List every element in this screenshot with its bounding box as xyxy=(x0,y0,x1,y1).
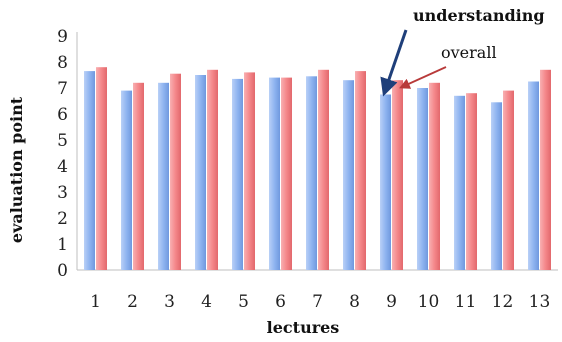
annotation-overall-arrow xyxy=(399,66,447,89)
x-tick-label: 2 xyxy=(127,292,138,312)
y-tick-label: 1 xyxy=(57,235,68,255)
bar-overall-8 xyxy=(355,71,366,270)
x-tick-label: 9 xyxy=(386,292,397,312)
x-tick-label: 12 xyxy=(492,292,514,312)
y-axis-title: evaluation point xyxy=(7,96,26,243)
annotation-understanding: understanding xyxy=(413,6,545,25)
y-axis-ticks: 0 1 2 3 4 5 6 7 8 9 xyxy=(57,27,68,281)
bar-overall-6 xyxy=(281,77,292,270)
bar-overall-5 xyxy=(244,72,255,271)
y-tick-label: 5 xyxy=(57,131,68,151)
bar-understanding-3 xyxy=(158,82,169,270)
bar-overall-4 xyxy=(207,69,218,270)
bar-understanding-10 xyxy=(417,88,428,270)
bar-overall-3 xyxy=(170,73,181,270)
bar-understanding-13 xyxy=(528,81,539,270)
bar-overall-9 xyxy=(392,80,403,270)
x-tick-label: 10 xyxy=(418,292,440,312)
y-tick-label: 3 xyxy=(57,183,68,203)
annotation-understanding-arrow xyxy=(380,29,408,97)
x-tick-label: 11 xyxy=(455,292,477,312)
bar-understanding-9 xyxy=(380,94,391,270)
bar-overall-2 xyxy=(133,82,144,270)
bar-understanding-4 xyxy=(195,75,206,270)
bar-understanding-11 xyxy=(454,95,465,270)
bar-understanding-12 xyxy=(491,102,502,270)
x-tick-label: 7 xyxy=(312,292,323,312)
bar-understanding-6 xyxy=(269,77,280,270)
x-axis-title: lectures xyxy=(267,318,340,337)
y-tick-label: 0 xyxy=(57,261,68,281)
bar-overall-1 xyxy=(96,67,107,270)
bar-overall-12 xyxy=(503,90,514,270)
bars-group xyxy=(84,67,551,271)
x-axis-ticks: 1 2 3 4 5 6 7 8 9 10 11 12 13 xyxy=(90,292,550,312)
bar-understanding-7 xyxy=(306,76,317,270)
x-tick-label: 4 xyxy=(201,292,212,312)
x-tick-label: 3 xyxy=(164,292,175,312)
annotation-overall: overall xyxy=(441,43,497,62)
bar-overall-11 xyxy=(466,93,477,270)
y-tick-label: 6 xyxy=(57,105,68,125)
y-tick-label: 9 xyxy=(57,27,68,47)
bar-overall-7 xyxy=(318,69,329,270)
bar-understanding-2 xyxy=(121,90,132,270)
bar-understanding-1 xyxy=(84,71,95,270)
x-tick-label: 1 xyxy=(90,292,101,312)
y-tick-label: 4 xyxy=(57,157,68,177)
y-tick-label: 8 xyxy=(57,53,68,73)
bar-overall-13 xyxy=(540,69,551,270)
bar-overall-10 xyxy=(429,82,440,270)
x-tick-label: 13 xyxy=(529,292,551,312)
bar-understanding-8 xyxy=(343,80,354,270)
bar-understanding-5 xyxy=(232,78,243,271)
x-tick-label: 5 xyxy=(238,292,249,312)
y-tick-label: 7 xyxy=(57,79,68,99)
y-tick-label: 2 xyxy=(57,209,68,229)
x-tick-label: 8 xyxy=(349,292,360,312)
x-tick-label: 6 xyxy=(275,292,286,312)
